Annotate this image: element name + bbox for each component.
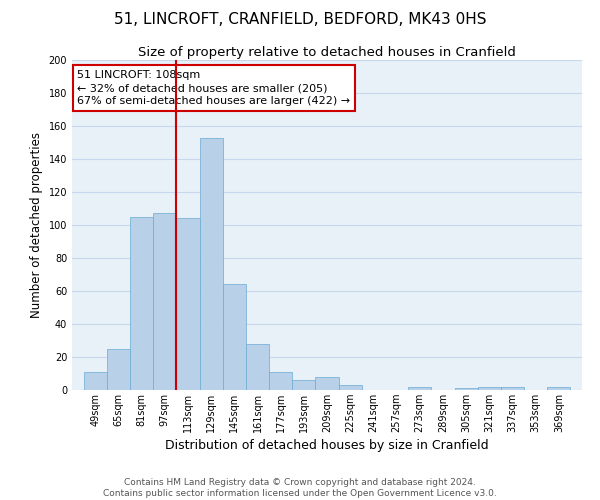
Title: Size of property relative to detached houses in Cranfield: Size of property relative to detached ho… (138, 46, 516, 59)
X-axis label: Distribution of detached houses by size in Cranfield: Distribution of detached houses by size … (165, 439, 489, 452)
Y-axis label: Number of detached properties: Number of detached properties (30, 132, 43, 318)
Bar (478, 386, 501, 390)
Bar (176, 218, 199, 390)
Bar (199, 138, 223, 390)
Bar (153, 214, 176, 390)
Bar (83, 372, 107, 390)
Bar (246, 344, 269, 390)
Text: 51 LINCROFT: 108sqm
← 32% of detached houses are smaller (205)
67% of semi-detac: 51 LINCROFT: 108sqm ← 32% of detached ho… (77, 70, 350, 106)
Bar (223, 284, 246, 390)
Bar (455, 388, 478, 390)
Bar (501, 386, 524, 390)
Bar (547, 386, 571, 390)
Bar (130, 217, 153, 390)
Bar (292, 380, 316, 390)
Bar (269, 372, 292, 390)
Text: Contains HM Land Registry data © Crown copyright and database right 2024.
Contai: Contains HM Land Registry data © Crown c… (103, 478, 497, 498)
Bar (316, 377, 338, 390)
Bar (338, 385, 362, 390)
Text: 51, LINCROFT, CRANFIELD, BEDFORD, MK43 0HS: 51, LINCROFT, CRANFIELD, BEDFORD, MK43 0… (114, 12, 486, 28)
Bar (107, 349, 130, 390)
Bar (408, 386, 431, 390)
